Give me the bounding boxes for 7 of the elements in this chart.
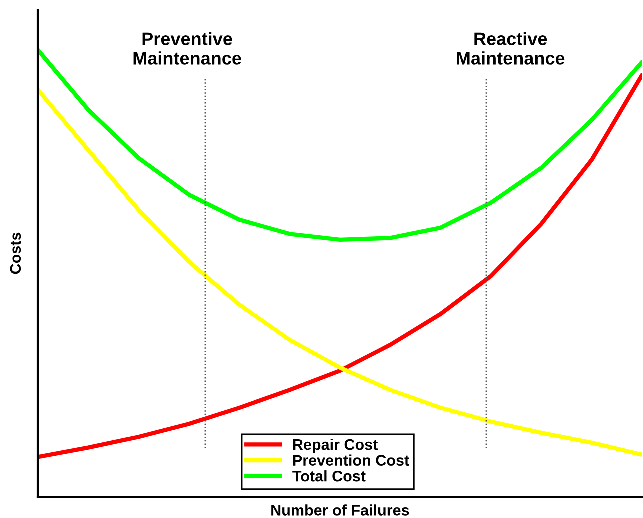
x-axis-title: Number of Failures — [272, 504, 410, 516]
annotation: Reactive Maintenance — [457, 32, 565, 65]
annotation: Preventive Maintenance — [134, 32, 242, 65]
y-axis-title: Costs — [10, 232, 22, 274]
legend-label: Total Cost — [292, 470, 366, 482]
legend-label: Repair Cost — [293, 438, 378, 454]
legend-label: Prevention Cost — [293, 454, 410, 466]
